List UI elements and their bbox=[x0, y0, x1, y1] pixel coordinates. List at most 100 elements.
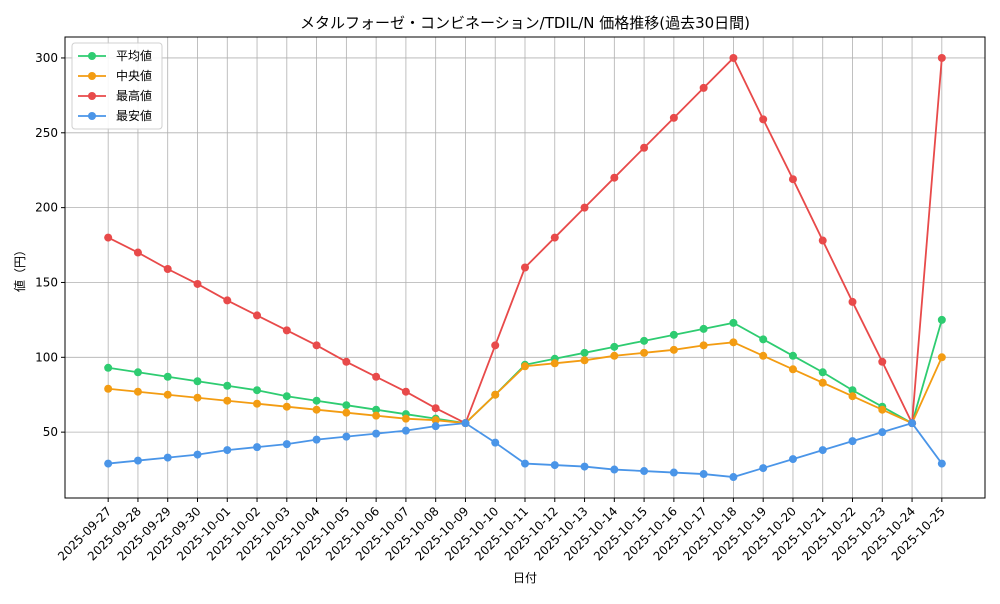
data-point bbox=[342, 357, 351, 366]
data-point bbox=[580, 203, 589, 212]
data-point bbox=[223, 396, 232, 405]
data-point bbox=[640, 467, 649, 476]
data-point bbox=[878, 357, 887, 366]
data-point bbox=[788, 351, 797, 360]
legend-label: 中央値 bbox=[116, 68, 152, 83]
data-point bbox=[550, 233, 559, 242]
data-point bbox=[669, 330, 678, 339]
data-point bbox=[699, 470, 708, 479]
y-tick-label: 300 bbox=[35, 51, 58, 65]
legend-label: 最安値 bbox=[116, 108, 152, 123]
data-point bbox=[193, 393, 202, 402]
data-point bbox=[669, 345, 678, 354]
data-point bbox=[699, 324, 708, 333]
data-point bbox=[788, 365, 797, 374]
data-point bbox=[937, 353, 946, 362]
data-point bbox=[818, 446, 827, 455]
data-point bbox=[848, 437, 857, 446]
data-point bbox=[610, 465, 619, 474]
data-point bbox=[372, 405, 381, 414]
y-tick-label: 150 bbox=[35, 275, 58, 289]
data-point bbox=[193, 377, 202, 386]
plot-frame bbox=[64, 36, 986, 499]
data-point bbox=[193, 450, 202, 459]
data-point bbox=[788, 455, 797, 464]
data-point bbox=[431, 416, 440, 425]
data-point bbox=[163, 372, 172, 381]
data-point bbox=[759, 351, 768, 360]
data-point bbox=[431, 422, 440, 431]
data-point bbox=[133, 248, 142, 257]
data-point bbox=[342, 432, 351, 441]
data-point bbox=[282, 392, 291, 401]
data-point bbox=[133, 387, 142, 396]
data-point bbox=[878, 428, 887, 437]
data-point bbox=[640, 348, 649, 357]
data-point bbox=[610, 173, 619, 182]
data-point bbox=[610, 342, 619, 351]
data-point bbox=[163, 264, 172, 273]
data-point bbox=[759, 115, 768, 124]
legend-marker bbox=[88, 72, 96, 80]
data-point bbox=[223, 296, 232, 305]
data-point bbox=[104, 459, 113, 468]
data-point bbox=[788, 175, 797, 184]
data-point bbox=[372, 411, 381, 420]
y-tick-label: 200 bbox=[35, 201, 58, 215]
data-point bbox=[580, 356, 589, 365]
data-point bbox=[580, 348, 589, 357]
data-point bbox=[729, 318, 738, 327]
data-point bbox=[342, 408, 351, 417]
data-point bbox=[163, 453, 172, 462]
data-point bbox=[253, 386, 262, 395]
data-point bbox=[610, 351, 619, 360]
data-point bbox=[312, 435, 321, 444]
data-point bbox=[253, 399, 262, 408]
data-point bbox=[312, 341, 321, 350]
data-point bbox=[223, 446, 232, 455]
data-point bbox=[848, 392, 857, 401]
data-point bbox=[133, 456, 142, 465]
y-tick-label: 100 bbox=[35, 350, 58, 364]
data-point bbox=[491, 390, 500, 399]
data-point bbox=[521, 459, 529, 468]
data-point bbox=[669, 468, 678, 477]
data-point bbox=[104, 233, 113, 242]
data-point bbox=[163, 390, 172, 399]
data-point bbox=[372, 372, 381, 381]
data-point bbox=[461, 419, 470, 428]
data-point bbox=[431, 404, 440, 413]
y-axis-label: 値（円） bbox=[12, 244, 27, 292]
data-point bbox=[521, 263, 529, 272]
data-point bbox=[401, 426, 410, 435]
legend-marker bbox=[88, 92, 96, 100]
data-point bbox=[312, 405, 321, 414]
data-point bbox=[491, 438, 500, 447]
data-point bbox=[372, 429, 381, 438]
data-point bbox=[878, 405, 887, 414]
legend-label: 平均値 bbox=[116, 48, 152, 63]
data-point bbox=[342, 401, 351, 410]
data-point bbox=[937, 53, 946, 62]
data-point bbox=[312, 396, 321, 405]
data-point bbox=[253, 443, 262, 452]
data-point bbox=[253, 311, 262, 320]
data-point bbox=[640, 336, 649, 345]
y-tick-label: 250 bbox=[35, 126, 58, 140]
data-point bbox=[729, 53, 738, 62]
data-point bbox=[580, 462, 589, 471]
x-axis-label: 日付 bbox=[513, 571, 537, 585]
data-point bbox=[908, 419, 917, 428]
data-point bbox=[699, 83, 708, 92]
data-point bbox=[937, 459, 946, 468]
data-point bbox=[699, 341, 708, 350]
legend-marker bbox=[88, 52, 96, 60]
data-point bbox=[759, 464, 768, 473]
data-point bbox=[401, 387, 410, 396]
data-point bbox=[282, 440, 291, 449]
data-point bbox=[104, 363, 113, 372]
data-point bbox=[818, 236, 827, 245]
chart-title: メタルフォーゼ・コンビネーション/TDIL/N 価格推移(過去30日間) bbox=[300, 14, 750, 32]
data-point bbox=[491, 341, 500, 350]
